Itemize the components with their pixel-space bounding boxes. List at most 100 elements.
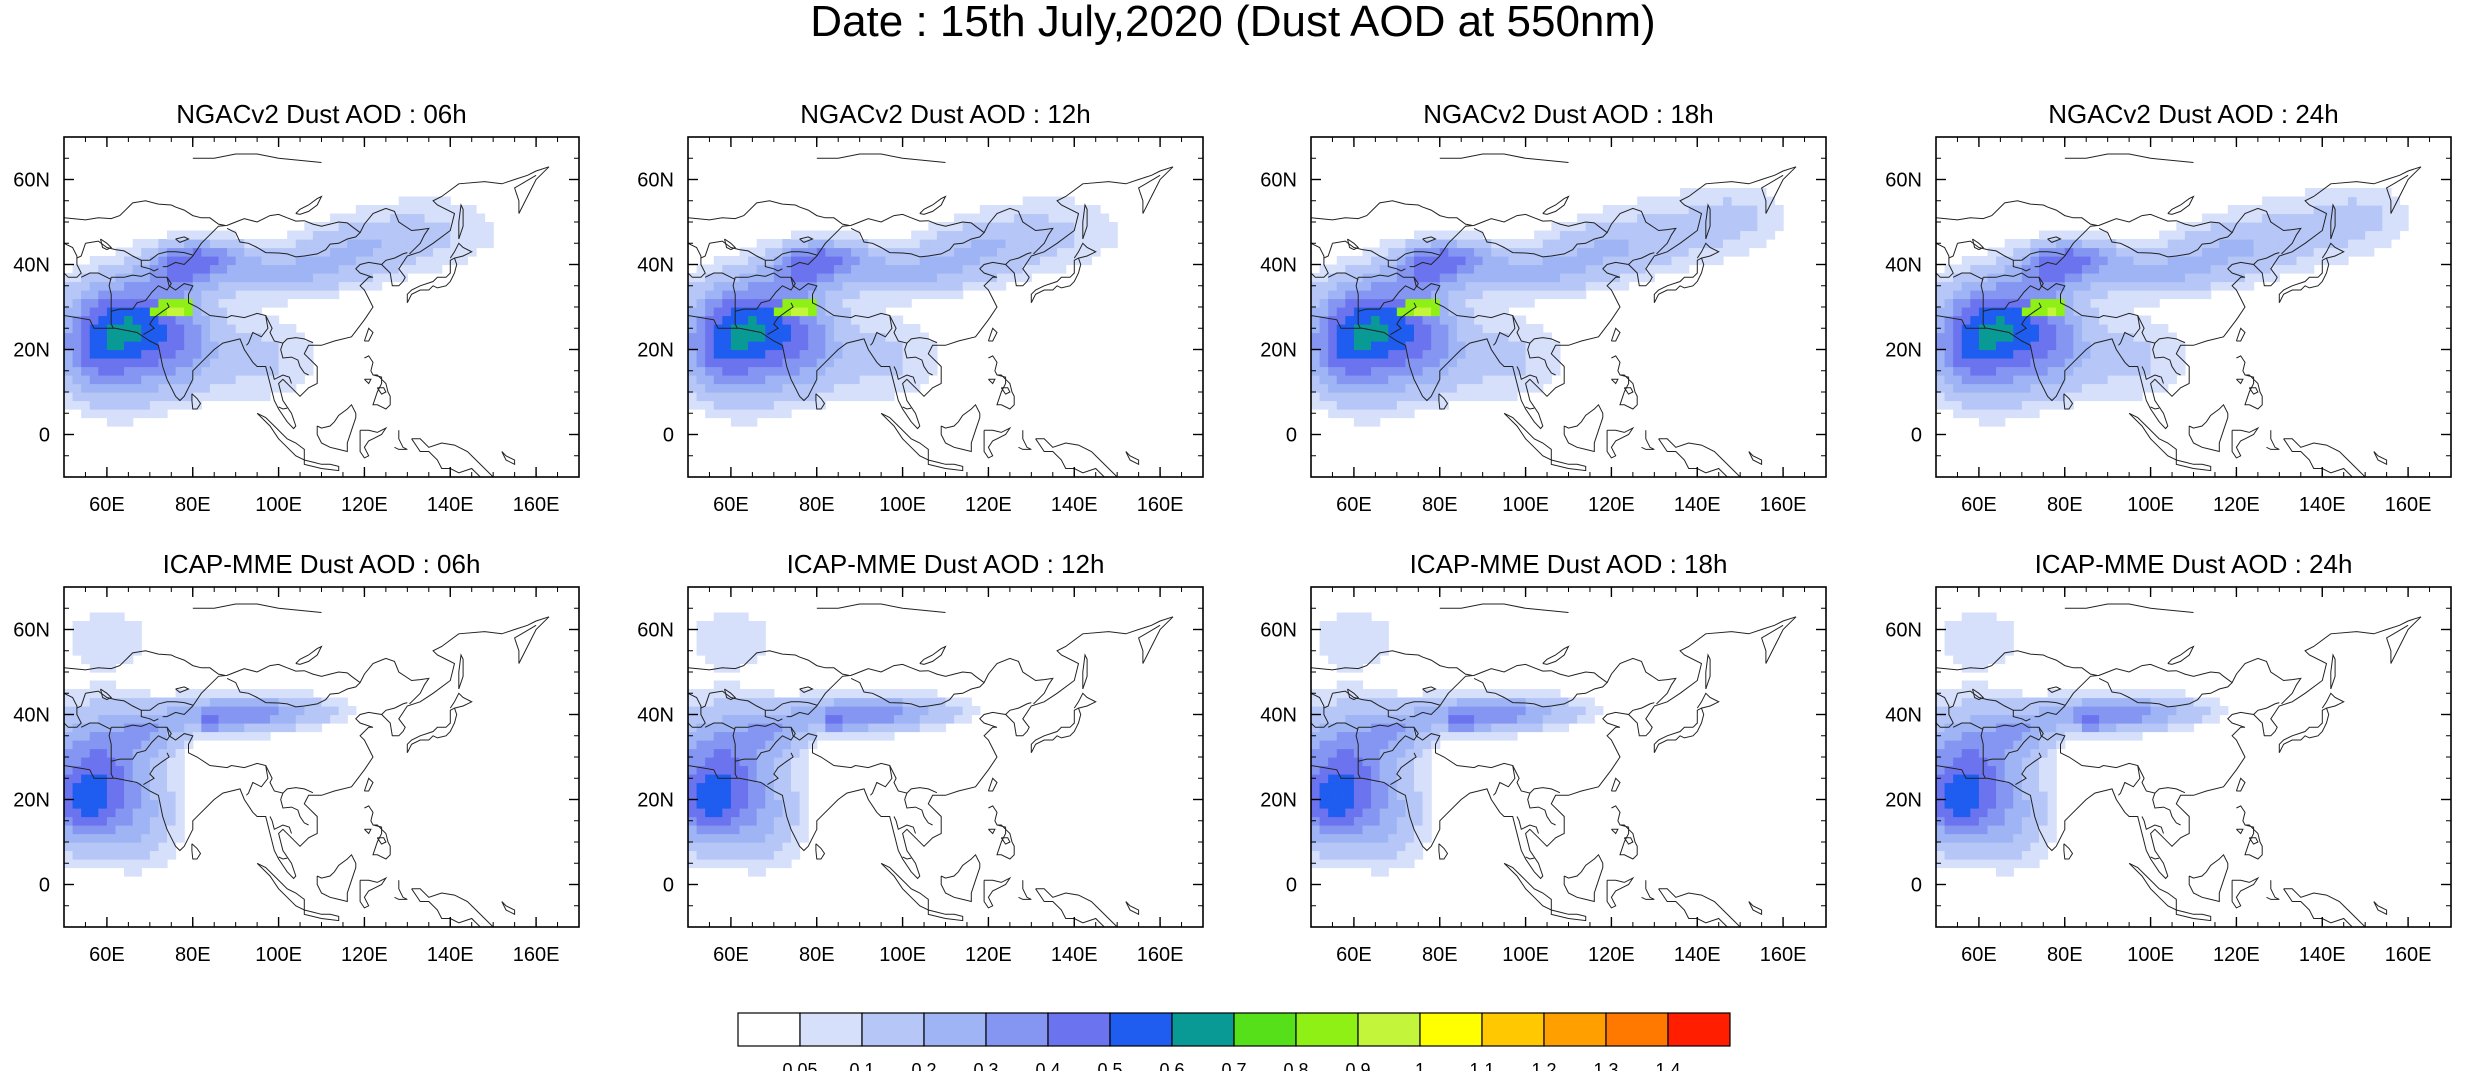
aod-cell (791, 290, 801, 300)
aod-cell (1362, 706, 1372, 716)
aod-cell (705, 307, 715, 317)
aod-cell (988, 247, 998, 257)
aod-cell (1542, 256, 1552, 266)
aod-cell (730, 799, 741, 809)
aod-cell (1328, 324, 1338, 334)
aod-cell (2227, 230, 2238, 240)
aod-cell (1388, 273, 1398, 283)
aod-cell (1048, 205, 1058, 215)
aod-cell (89, 409, 99, 419)
aod-cell (842, 697, 852, 707)
aod-cell (98, 256, 108, 266)
aod-cell (1371, 273, 1381, 283)
aod-cell (791, 256, 801, 266)
aod-cell (1978, 621, 1989, 631)
coastline (359, 207, 430, 255)
aod-cell (859, 341, 869, 351)
aod-cell (799, 825, 809, 835)
aod-cell (782, 799, 792, 809)
aod-cell (89, 349, 99, 359)
aod-cell (876, 383, 887, 393)
aod-cell (739, 341, 749, 351)
aod-cell (722, 366, 732, 376)
aod-cell (1508, 689, 1518, 699)
aod-cell (1568, 222, 1578, 232)
aod-cell (1996, 349, 2006, 359)
aod-cell (1405, 833, 1415, 843)
aod-cell (390, 264, 400, 274)
aod-cell (705, 358, 715, 368)
aod-cell (2013, 850, 2023, 860)
aod-cell (868, 256, 878, 266)
aod-cell (381, 230, 391, 240)
aod-cell (1944, 799, 1954, 809)
aod-cell (1353, 714, 1364, 724)
aod-cell (1371, 765, 1381, 775)
aod-cell (1353, 638, 1364, 648)
aod-cell (98, 680, 108, 690)
lat-tick-label: 0 (1286, 425, 1297, 447)
aod-cell (115, 825, 125, 835)
aod-cell (748, 256, 758, 266)
aod-cell (954, 290, 964, 300)
aod-cell (1987, 689, 1997, 699)
aod-cell (132, 315, 142, 325)
aod-cell (261, 366, 271, 376)
coastline (709, 240, 774, 261)
aod-cell (2047, 366, 2057, 376)
aod-cell (132, 714, 142, 724)
aod-cell (748, 324, 758, 334)
aod-cell (713, 646, 723, 656)
aod-cell (1345, 256, 1355, 266)
aod-cell (1620, 230, 1630, 240)
aod-cell (167, 816, 177, 826)
aod-cell (2124, 315, 2135, 325)
aod-cell (842, 332, 852, 342)
aod-cell (72, 375, 82, 385)
aod-cell (1414, 239, 1424, 249)
aod-cell (859, 298, 869, 308)
aod-cell (2133, 358, 2143, 368)
aod-cell (1970, 723, 1980, 733)
aod-cell (2373, 230, 2383, 240)
aod-cell (115, 629, 125, 639)
coastline (983, 876, 1012, 909)
aod-cell (739, 392, 749, 402)
coastline (1409, 255, 1441, 268)
aod-cell (1328, 366, 1338, 376)
aod-cell (1534, 256, 1544, 266)
coastline (902, 406, 912, 410)
aod-cell (722, 409, 732, 419)
aod-cell (1414, 230, 1424, 240)
aod-cell (885, 723, 895, 733)
aod-cell (696, 774, 706, 784)
aod-cell (1082, 239, 1093, 249)
aod-cell (330, 290, 340, 300)
coastline (143, 302, 170, 336)
aod-cell (218, 689, 228, 699)
aod-cell (1714, 222, 1724, 232)
aod-cell (2142, 366, 2152, 376)
aod-cell (98, 714, 108, 724)
aod-cell (252, 375, 263, 385)
aod-cell (115, 349, 125, 359)
aod-cell (2142, 349, 2152, 359)
aod-cell (295, 264, 305, 274)
aod-cell (2167, 349, 2177, 359)
aod-cell (167, 842, 177, 852)
aod-cell (287, 230, 297, 240)
coastline (688, 650, 849, 676)
aod-cell (2004, 731, 2014, 741)
aod-cell (1439, 358, 1449, 368)
aod-cell (859, 392, 869, 402)
aod-cell (2124, 324, 2135, 334)
aod-cell (1525, 264, 1535, 274)
aod-cell (825, 298, 835, 308)
aod-cell (209, 383, 220, 393)
aod-cell (89, 290, 99, 300)
aod-cell (1542, 697, 1552, 707)
aod-cell (72, 757, 82, 767)
aod-cell (1961, 740, 1971, 750)
coastline (790, 277, 893, 346)
aod-cell (722, 629, 732, 639)
